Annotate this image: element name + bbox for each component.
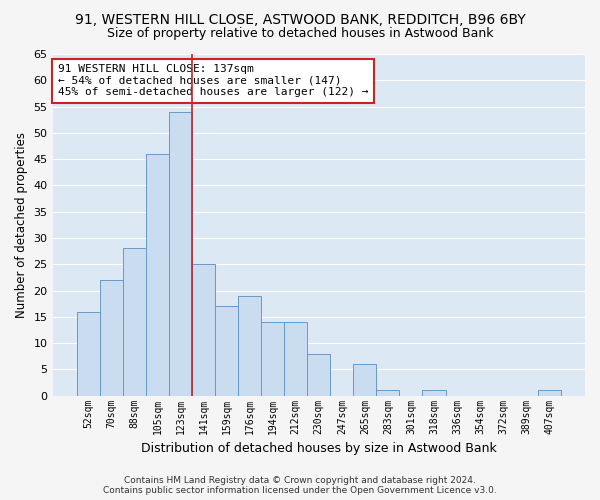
- Bar: [77, 312, 100, 396]
- Bar: [215, 306, 238, 396]
- X-axis label: Distribution of detached houses by size in Astwood Bank: Distribution of detached houses by size …: [141, 442, 497, 455]
- Bar: [100, 280, 123, 396]
- Bar: [376, 390, 400, 396]
- Bar: [192, 264, 215, 396]
- Bar: [284, 322, 307, 396]
- Text: Size of property relative to detached houses in Astwood Bank: Size of property relative to detached ho…: [107, 28, 493, 40]
- Text: 91, WESTERN HILL CLOSE, ASTWOOD BANK, REDDITCH, B96 6BY: 91, WESTERN HILL CLOSE, ASTWOOD BANK, RE…: [74, 12, 526, 26]
- Bar: [353, 364, 376, 396]
- Y-axis label: Number of detached properties: Number of detached properties: [15, 132, 28, 318]
- Bar: [146, 154, 169, 396]
- Bar: [238, 296, 261, 396]
- Bar: [307, 354, 330, 396]
- Bar: [538, 390, 561, 396]
- Bar: [123, 248, 146, 396]
- Text: 91 WESTERN HILL CLOSE: 137sqm
← 54% of detached houses are smaller (147)
45% of : 91 WESTERN HILL CLOSE: 137sqm ← 54% of d…: [58, 64, 368, 98]
- Bar: [261, 322, 284, 396]
- Text: Contains HM Land Registry data © Crown copyright and database right 2024.
Contai: Contains HM Land Registry data © Crown c…: [103, 476, 497, 495]
- Bar: [422, 390, 446, 396]
- Bar: [169, 112, 192, 396]
